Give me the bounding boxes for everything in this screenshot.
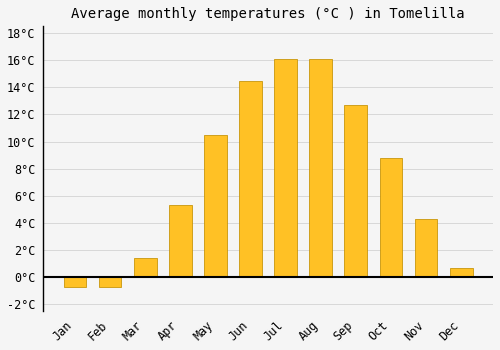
Bar <box>239 80 262 277</box>
Bar <box>380 158 402 277</box>
Bar <box>450 268 472 277</box>
Bar <box>64 277 86 287</box>
Bar <box>414 219 438 277</box>
Title: Average monthly temperatures (°C ) in Tomelilla: Average monthly temperatures (°C ) in To… <box>72 7 465 21</box>
Bar <box>169 205 192 277</box>
Bar <box>310 59 332 277</box>
Bar <box>98 277 122 287</box>
Bar <box>344 105 368 277</box>
Bar <box>274 59 297 277</box>
Bar <box>204 135 227 277</box>
Bar <box>134 258 156 277</box>
